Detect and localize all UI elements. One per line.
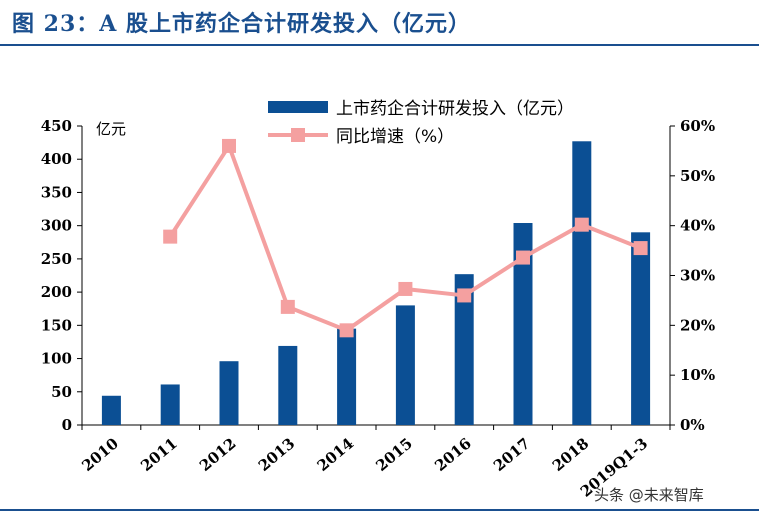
right-tick-label: 30% [680, 267, 715, 285]
left-tick-label: 250 [41, 250, 72, 268]
bar-series [101, 141, 651, 425]
right-tick-label: 20% [680, 316, 715, 334]
title-rule [0, 44, 759, 46]
bar [219, 361, 239, 425]
x-tick-label: 2016 [431, 434, 475, 475]
left-tick-label: 100 [41, 350, 72, 368]
right-tick-label: 40% [680, 217, 715, 235]
line-point [339, 323, 354, 338]
bar [631, 232, 651, 425]
left-tick-label: 350 [41, 183, 72, 201]
bottom-rule [0, 509, 759, 511]
left-tick-label: 50 [51, 383, 72, 401]
bar [101, 395, 121, 425]
bar [454, 274, 474, 425]
line-point [280, 299, 295, 314]
left-tick-label: 0 [62, 416, 72, 434]
x-tick-label: 2012 [196, 434, 240, 475]
bar [513, 223, 533, 425]
bar [337, 328, 357, 425]
left-tick-label: 450 [41, 117, 72, 135]
bar [160, 384, 180, 425]
bar [278, 345, 298, 425]
x-tick-label: 2018 [549, 434, 593, 475]
x-tick-label: 2017 [490, 434, 534, 475]
bar [395, 305, 415, 425]
right-tick-label: 10% [680, 366, 715, 384]
left-tick-label: 400 [41, 150, 72, 168]
x-tick-label: 2015 [372, 434, 416, 475]
line-point [516, 250, 530, 265]
left-axis-unit: 亿元 [96, 120, 126, 138]
left-tick-label: 300 [41, 217, 72, 235]
left-tick-label: 200 [41, 283, 72, 301]
line-point [457, 288, 472, 303]
right-tick-label: 60% [680, 117, 715, 135]
x-tick-label: 2011 [137, 434, 181, 475]
legend-line-label: 同比增速（%） [336, 127, 454, 147]
line-series [163, 138, 648, 338]
chart-legend: 上市药企合计研发投入（亿元） 同比增速（%） [268, 99, 574, 147]
growth-line [168, 143, 642, 333]
bar [572, 141, 592, 425]
watermark-text: 头条 @未来智库 [594, 486, 704, 504]
x-tick-label: 2013 [255, 434, 299, 475]
right-tick-label: 0% [680, 416, 705, 434]
legend-line-marker [291, 128, 305, 142]
line-point [574, 217, 589, 232]
line-point [398, 281, 413, 296]
line-point [163, 229, 178, 244]
figure-title: 图 23：A 股上市药企合计研发投入（亿元） [12, 11, 472, 37]
legend-bar-swatch [268, 101, 328, 113]
line-point [222, 138, 236, 153]
x-tick-label: 2014 [314, 434, 358, 475]
legend-bar-label: 上市药企合计研发投入（亿元） [336, 99, 574, 119]
line-point [633, 241, 648, 256]
left-tick-label: 150 [41, 316, 72, 334]
x-tick-label: 2010 [78, 434, 122, 475]
right-tick-label: 50% [680, 167, 715, 185]
